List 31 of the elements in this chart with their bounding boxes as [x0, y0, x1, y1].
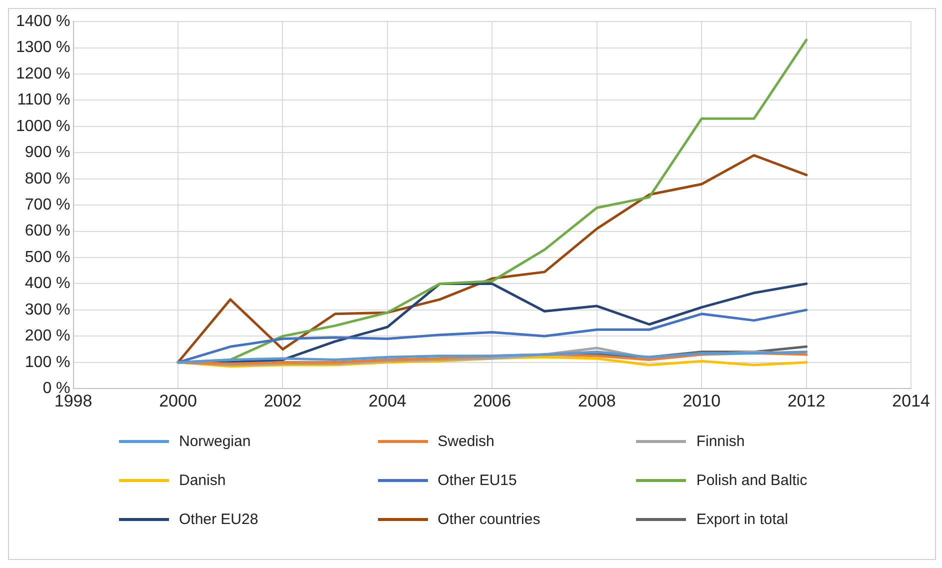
x-tick-label: 2004 — [368, 391, 406, 410]
y-tick-label: 100 % — [24, 354, 70, 371]
y-tick-label: 400 % — [24, 275, 70, 292]
y-tick-label: 300 % — [24, 301, 70, 318]
y-tick-label: 1100 % — [17, 92, 70, 109]
y-tick-label: 1000 % — [16, 118, 70, 135]
x-tick-label: 2008 — [578, 391, 616, 410]
y-tick-label: 600 % — [24, 222, 70, 240]
legend-label: Other EU15 — [438, 472, 517, 489]
y-tick-label: 700 % — [24, 196, 70, 214]
legend-label: Other EU28 — [179, 511, 258, 528]
y-tick-label: 1400 % — [16, 13, 70, 30]
x-tick-label: 2002 — [264, 391, 302, 410]
legend-label: Swedish — [438, 433, 494, 450]
y-tick-label: 500 % — [24, 248, 70, 266]
y-tick-label: 800 % — [24, 170, 70, 188]
x-tick-label: 2006 — [473, 391, 512, 410]
y-tick-label: 900 % — [24, 144, 70, 162]
x-tick-label: 2010 — [682, 391, 721, 410]
y-tick-label: 1300 % — [16, 39, 70, 56]
legend-label: Other countries — [438, 511, 540, 528]
y-tick-label: 1200 % — [16, 65, 70, 82]
y-tick-label: 200 % — [24, 328, 70, 345]
x-tick-label: 2014 — [892, 391, 930, 410]
x-tick-label: 2012 — [787, 391, 826, 410]
legend-label: Finnish — [696, 433, 745, 450]
legend-label: Polish and Baltic — [696, 472, 808, 489]
legend-label: Export in total — [696, 511, 788, 528]
legend-label: Danish — [179, 472, 226, 489]
x-tick-label: 2000 — [159, 391, 197, 410]
legend-label: Norwegian — [179, 433, 251, 450]
